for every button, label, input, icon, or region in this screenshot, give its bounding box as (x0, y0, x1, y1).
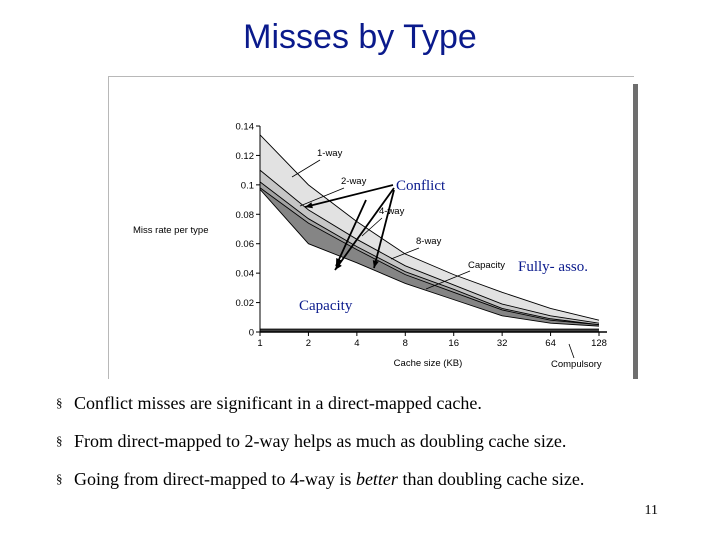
y-tick-label: 0.1 (241, 180, 254, 191)
series-label-capacity: Capacity (468, 260, 505, 271)
bullet-emphasis: better (355, 469, 398, 489)
bullet-item: § From direct-mapped to 2-way helps as mu… (56, 430, 706, 468)
chart-figure: 0 0.02 0.04 0.06 0.08 0.1 0.12 0.14 1 2 4 8 16 32 64 12… (108, 76, 638, 379)
x-tick-label: 8 (403, 338, 408, 349)
figure-shadow (633, 84, 638, 379)
annotation-arrow (334, 187, 395, 271)
bullet-item: § Going from direct-mapped to 4-way is be… (56, 468, 706, 506)
bullet-item: § Conflict misses are significant in a di… (56, 392, 706, 430)
series-label-4-way: 4-way (379, 206, 405, 217)
slide-title: Misses by Type (243, 18, 477, 56)
annotation-arrowhead (305, 202, 313, 209)
y-tick-label: 0.04 (236, 269, 255, 280)
series-label-1-way: 1-way (317, 148, 343, 159)
miss-rate-chart: 0 0.02 0.04 0.06 0.08 0.1 0.12 0.14 1 2 4 8 16 32 64 12… (108, 76, 638, 379)
y-tick-label: 0.14 (236, 122, 255, 133)
annotation-capacity: Capacity (299, 298, 353, 314)
annotation-arrow (304, 184, 394, 208)
band-capacity (260, 189, 599, 330)
series-line-4-way (259, 181, 600, 326)
bullet-marker: § (56, 433, 63, 448)
leader-line (361, 217, 383, 237)
y-tick-label: 0.02 (236, 298, 255, 309)
series-line-1-way (259, 134, 600, 321)
annotation-conflict: Conflict (396, 178, 446, 194)
bullet-marker: § (56, 395, 63, 410)
leader-line (425, 270, 471, 290)
y-axis-title: Miss rate per type (133, 225, 209, 236)
x-tick-label: 4 (354, 338, 359, 349)
y-tick-label: 0 (249, 328, 254, 339)
bullet-text: than doubling cache size. (397, 469, 585, 489)
leader-line (299, 187, 345, 207)
annotation-arrow (335, 199, 367, 267)
x-tick-label: 2 (306, 338, 311, 349)
bullet-text: From direct-mapped to 2-way helps as muc… (74, 431, 567, 451)
annotation-fully-associative: Fully- asso. (518, 259, 588, 275)
bullet-list: § Conflict misses are significant in a di… (56, 392, 706, 506)
annotation-arrow (373, 189, 395, 269)
y-tick-label: 0.06 (236, 239, 255, 250)
x-tick-label: 1 (257, 338, 262, 349)
leader-line (568, 343, 575, 359)
y-tick-label: 0.08 (236, 210, 255, 221)
bullet-text: Going from direct-mapped to 4-way is (74, 469, 356, 489)
series-line-capacity (259, 188, 600, 327)
y-tick-label: 0.12 (236, 151, 255, 162)
bullet-text: Conflict misses are significant in a dir… (74, 393, 482, 413)
x-tick-label: 32 (497, 338, 508, 349)
leader-line (291, 159, 321, 178)
series-label-2-way: 2-way (341, 176, 367, 187)
annotation-arrowhead (372, 260, 379, 268)
x-tick-label: 128 (591, 338, 607, 349)
series-label-compulsory: Compulsory (551, 359, 602, 370)
x-tick-label: 64 (545, 338, 556, 349)
bullet-marker: § (56, 471, 63, 486)
x-tick-label: 16 (448, 338, 459, 349)
leader-line (390, 247, 420, 260)
series-label-8-way: 8-way (416, 236, 442, 247)
page-number: 11 (644, 503, 658, 518)
annotation-arrowhead (336, 258, 342, 266)
series-line-2-way (259, 169, 600, 324)
series-line-8-way (259, 187, 600, 326)
x-axis-title: Cache size (KB) (394, 358, 463, 369)
